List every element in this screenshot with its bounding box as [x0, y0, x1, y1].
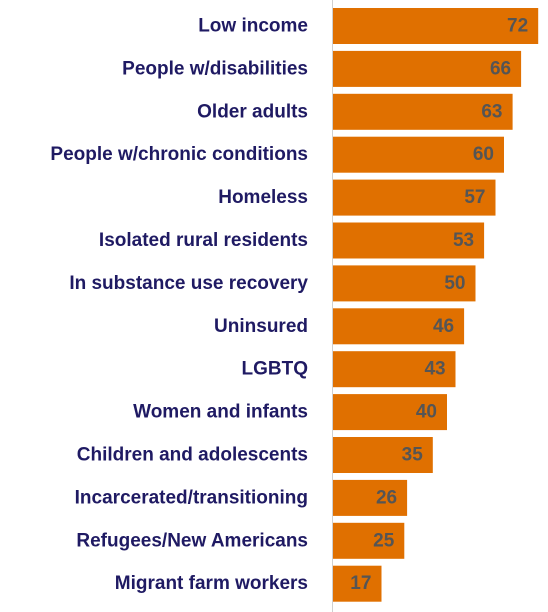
value-label-13: 17 [350, 573, 371, 594]
category-label-4: Homeless [218, 187, 308, 208]
bars-group [333, 8, 539, 602]
bar-0 [333, 8, 539, 44]
category-label-12: Refugees/New Americans [76, 530, 308, 551]
category-label-10: Children and adolescents [77, 445, 308, 466]
bar-2 [333, 93, 513, 130]
bar-13 [333, 565, 382, 602]
category-label-9: Women and infants [133, 402, 308, 423]
bar-5 [333, 222, 485, 259]
category-label-7: Uninsured [214, 316, 308, 337]
bar-8 [333, 351, 456, 388]
value-label-6: 50 [444, 273, 465, 294]
value-label-0: 72 [507, 16, 528, 37]
value-label-9: 40 [416, 402, 437, 423]
bar-6 [333, 265, 476, 302]
value-label-7: 46 [433, 316, 454, 337]
value-label-4: 57 [464, 187, 485, 208]
category-label-11: Incarcerated/transitioning [75, 487, 308, 508]
category-labels-group: Low income People w/disabilities Older adu… [50, 16, 308, 595]
category-label-3: People w/chronic conditions [50, 144, 308, 165]
bar-1 [333, 50, 522, 87]
value-label-10: 35 [402, 445, 424, 466]
category-label-13: Migrant farm workers [115, 573, 308, 594]
value-label-8: 43 [424, 359, 445, 380]
category-label-6: In substance use recovery [69, 273, 308, 294]
bar-3 [333, 136, 504, 173]
value-label-11: 26 [376, 487, 397, 508]
value-label-3: 60 [473, 144, 494, 165]
value-label-12: 25 [373, 530, 395, 551]
category-label-2: Older adults [197, 101, 308, 122]
bar-7 [333, 308, 465, 345]
bar-11 [333, 479, 408, 516]
value-label-5: 53 [453, 230, 474, 251]
category-label-0: Low income [198, 16, 308, 37]
category-label-1: People w/disabilities [122, 58, 308, 79]
value-label-1: 66 [490, 58, 511, 79]
bar-12 [333, 522, 405, 559]
bar-9 [333, 394, 447, 431]
category-label-8: LGBTQ [242, 359, 309, 380]
bar-10 [333, 437, 433, 473]
value-label-2: 63 [481, 101, 502, 122]
bar-4 [333, 179, 496, 216]
category-label-5: Isolated rural residents [99, 230, 308, 251]
